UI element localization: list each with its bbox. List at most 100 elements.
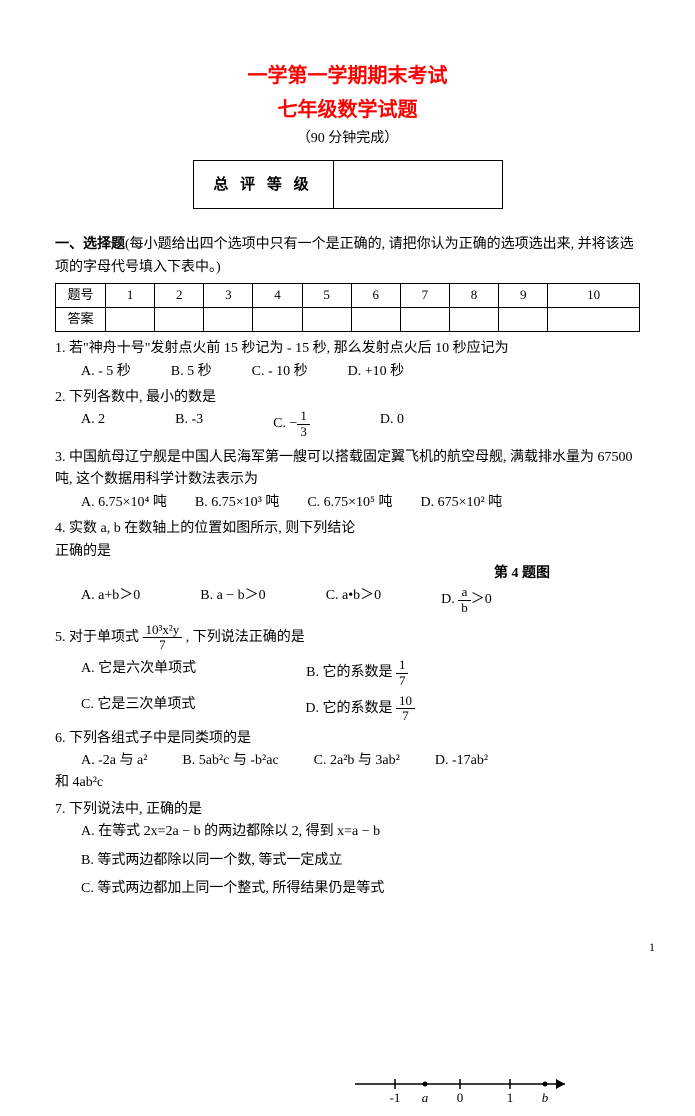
q1-opt-b: B. 5 秒	[171, 361, 212, 383]
section1-heading: 一、选择题	[55, 237, 125, 252]
question-1: 1. 若"神舟十号"发射点火前 15 秒记为 - 15 秒, 那么发射点火后 1…	[55, 338, 640, 383]
q7-opt-b: B. 等式两边都除以同一个数, 等式一定成立	[55, 850, 640, 872]
q1-opt-d: D. +10 秒	[348, 361, 405, 383]
col-7: 7	[400, 284, 449, 308]
exam-title-line2: 七年级数学试题	[55, 94, 640, 126]
q5-text: 5. 对于单项式 10³x²y7 , 下列说法正确的是	[55, 623, 640, 653]
q6-opt-a: A. -2a 与 a²	[81, 750, 147, 772]
q5-d-prefix: D. 它的系数是	[305, 701, 396, 716]
svg-text:-1: -1	[390, 1090, 401, 1105]
q6-opt-c: C. 2a²b 与 3ab²	[314, 750, 400, 772]
q3-options: A. 6.75×10⁴ 吨 B. 6.75×10³ 吨 C. 6.75×10⁵ …	[55, 492, 640, 514]
col-9: 9	[499, 284, 548, 308]
question-7: 7. 下列说法中, 正确的是 A. 在等式 2x=2a − b 的两边都除以 2…	[55, 799, 640, 901]
q1-opt-c: C. - 10 秒	[252, 361, 308, 383]
question-2: 2. 下列各数中, 最小的数是 A. 2 B. -3 C. −13 D. 0	[55, 387, 640, 439]
number-line-figure: -1 a 0 1 b	[350, 1070, 580, 1116]
ans-6	[351, 308, 400, 332]
q6-text: 6. 下列各组式子中是同类项的是	[55, 728, 640, 750]
q4-figure-label: 第 4 题图	[55, 563, 640, 585]
col-1: 1	[106, 284, 155, 308]
q7-opt-c: C. 等式两边都加上同一个整式, 所得结果仍是等式	[55, 878, 640, 900]
answer-table: 题号 1 2 3 4 5 6 7 8 9 10 答案	[55, 283, 640, 332]
q5-options-row1: A. 它是六次单项式 B. 它的系数是 17	[55, 658, 640, 688]
svg-text:b: b	[542, 1090, 549, 1105]
ans-3	[204, 308, 253, 332]
q4-d-num: a	[458, 585, 471, 600]
q5-text-prefix: 5. 对于单项式	[55, 630, 143, 645]
ans-1	[106, 308, 155, 332]
q6-opt-b: B. 5ab²c 与 -b²ac	[182, 750, 278, 772]
q5-b-num: 1	[396, 658, 409, 673]
question-4: 4. 实数 a, b 在数轴上的位置如图所示, 则下列结论正确的是 -1 a 0…	[55, 518, 640, 615]
q1-opt-a: A. - 5 秒	[81, 361, 131, 383]
question-3: 3. 中国航母辽宁舰是中国人民海军第一艘可以搭载固定翼飞机的航空母舰, 满载排水…	[55, 447, 640, 514]
col-2: 2	[155, 284, 204, 308]
score-label: 总 评 等 级	[193, 161, 333, 209]
q5-options-row2: C. 它是三次单项式 D. 它的系数是 107	[55, 694, 640, 724]
ans-2	[155, 308, 204, 332]
q2-opt-b: B. -3	[175, 409, 203, 439]
q4-d-den: b	[458, 601, 471, 615]
q5-opt-a: A. 它是六次单项式	[81, 658, 196, 688]
q1-text: 1. 若"神舟十号"发射点火前 15 秒记为 - 15 秒, 那么发射点火后 1…	[55, 338, 640, 360]
q4-opt-c: C. a•b＞0	[326, 585, 381, 615]
q2-c-num: 1	[297, 409, 310, 424]
q4-opt-d: D. ab＞0	[441, 585, 492, 615]
q5-text-suffix: , 下列说法正确的是	[182, 630, 305, 645]
q5-b-prefix: B. 它的系数是	[306, 665, 396, 680]
q4-d-frac: ab	[458, 585, 471, 615]
q5-monomial: 10³x²y7	[143, 623, 183, 653]
q3-text: 3. 中国航母辽宁舰是中国人民海军第一艘可以搭载固定翼飞机的航空母舰, 满载排水…	[55, 447, 640, 492]
score-value-cell	[333, 161, 502, 209]
answer-table-row1-label: 题号	[56, 284, 106, 308]
q2-c-den: 3	[297, 425, 310, 439]
ans-10	[548, 308, 640, 332]
col-8: 8	[449, 284, 498, 308]
q2-opt-a: A. 2	[81, 409, 105, 439]
col-3: 3	[204, 284, 253, 308]
section1-heading-row: 一、选择题(每小题给出四个选项中只有一个是正确的, 请把你认为正确的选项选出来,…	[55, 234, 640, 279]
q5-b-frac: 17	[396, 658, 409, 688]
q1-options: A. - 5 秒 B. 5 秒 C. - 10 秒 D. +10 秒	[55, 361, 640, 383]
q5-d-num: 10	[396, 694, 415, 709]
q5-mono-den: 7	[143, 638, 183, 652]
col-4: 4	[253, 284, 302, 308]
q7-opt-a: A. 在等式 2x=2a − b 的两边都除以 2, 得到 x=a − b	[55, 821, 640, 843]
q5-d-den: 7	[396, 709, 415, 723]
q6-continuation: 和 4ab²c	[55, 772, 640, 794]
q4-d-suffix: ＞0	[471, 592, 492, 607]
page-number: 1	[649, 938, 655, 957]
score-box: 总 评 等 级	[193, 160, 503, 209]
answer-table-row2-label: 答案	[56, 308, 106, 332]
q4-options: A. a+b＞0 B. a − b＞0 C. a•b＞0 D. ab＞0	[55, 585, 640, 615]
svg-text:1: 1	[507, 1090, 514, 1105]
q5-b-den: 7	[396, 674, 409, 688]
svg-text:a: a	[422, 1090, 429, 1105]
col-5: 5	[302, 284, 351, 308]
question-5: 5. 对于单项式 10³x²y7 , 下列说法正确的是 A. 它是六次单项式 B…	[55, 623, 640, 724]
q4-opt-b: B. a − b＞0	[200, 585, 265, 615]
q6-opt-d: D. -17ab²	[435, 750, 488, 772]
answer-table-answer-row: 答案	[56, 308, 640, 332]
q2-opt-c: C. −13	[273, 409, 310, 439]
q5-opt-b: B. 它的系数是 17	[306, 658, 408, 688]
q3-opt-a: A. 6.75×10⁴ 吨	[81, 492, 167, 514]
q7-text: 7. 下列说法中, 正确的是	[55, 799, 640, 821]
q2-c-prefix: C.	[273, 416, 289, 431]
ans-5	[302, 308, 351, 332]
q3-opt-b: B. 6.75×10³ 吨	[195, 492, 279, 514]
q5-opt-c: C. 它是三次单项式	[81, 694, 195, 724]
exam-title-line1: 一学第一学期期末考试	[55, 60, 640, 92]
q4-opt-a: A. a+b＞0	[81, 585, 140, 615]
q3-opt-d: D. 675×10² 吨	[420, 492, 502, 514]
exam-time-note: （90 分钟完成）	[55, 128, 640, 150]
ans-7	[400, 308, 449, 332]
q4-text: 4. 实数 a, b 在数轴上的位置如图所示, 则下列结论正确的是	[55, 518, 365, 563]
q6-options: A. -2a 与 a² B. 5ab²c 与 -b²ac C. 2a²b 与 3…	[55, 750, 640, 772]
question-6: 6. 下列各组式子中是同类项的是 A. -2a 与 a² B. 5ab²c 与 …	[55, 728, 640, 795]
q5-opt-d: D. 它的系数是 107	[305, 694, 415, 724]
ans-4	[253, 308, 302, 332]
q2-opt-d: D. 0	[380, 409, 404, 439]
q2-c-frac: 13	[297, 409, 310, 439]
